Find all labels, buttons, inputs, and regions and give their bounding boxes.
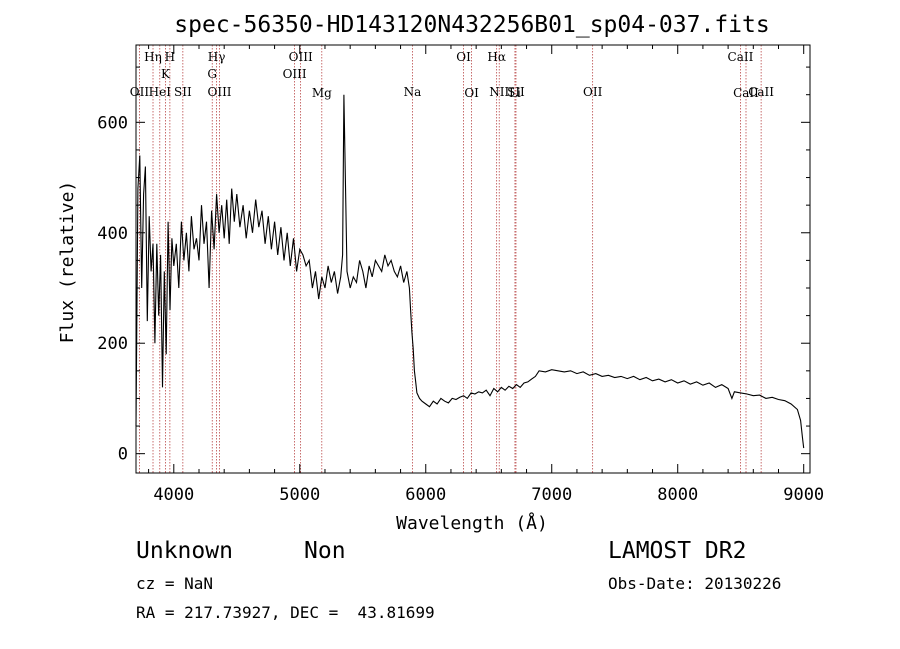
y-axis-ticks: 0 200 400 600 xyxy=(97,66,810,465)
x-tick-label: 6000 xyxy=(405,485,446,505)
y-tick-label: 600 xyxy=(97,113,128,133)
x-tick-label: 9000 xyxy=(783,485,824,505)
spectral-line-label: Hα xyxy=(487,50,506,64)
spectral-line-label: CaII xyxy=(728,50,754,64)
spectral-line-markers xyxy=(139,45,762,473)
spectral-line-label: OII xyxy=(583,85,603,99)
spectral-line-label: Li xyxy=(509,86,521,100)
spectral-line-label: G xyxy=(207,67,217,81)
survey-name: LAMOST DR2 xyxy=(608,538,747,564)
spectrum-line xyxy=(135,94,805,449)
x-axis-label: Wavelength (Å) xyxy=(396,512,548,534)
x-axis-ticks: 4000 5000 6000 7000 8000 9000 xyxy=(148,45,824,505)
spectral-line-label: H xyxy=(165,50,175,64)
spectral-line-labels: OII Hη HeI KH SII Hγ G OIII OIII OIII Mg Na OI OI Hα NI… xyxy=(130,50,775,100)
spectral-line-label: HeI xyxy=(149,85,172,99)
spectral-line-label: K xyxy=(161,67,171,81)
spectral-line-label: Hγ xyxy=(208,50,226,64)
spectral-line-label: OIII xyxy=(283,67,307,81)
spectral-line-label: CaII xyxy=(733,86,759,100)
y-tick-label: 400 xyxy=(97,224,128,244)
spectral-line-label: SII xyxy=(507,85,525,99)
chart-title: spec-56350-HD143120N432256B01_sp04-037.f… xyxy=(174,12,769,38)
spectral-line-label: Hη xyxy=(144,50,162,64)
redshift-cz: cz = NaN xyxy=(136,574,214,593)
y-tick-label: 200 xyxy=(97,334,128,354)
spectral-line-label: OI xyxy=(456,50,471,64)
x-tick-label: 8000 xyxy=(657,485,698,505)
x-tick-label: 7000 xyxy=(531,485,572,505)
spectral-line-label: Na xyxy=(404,85,422,99)
spectral-line-label: OII xyxy=(130,85,150,99)
spectral-line-label: OI xyxy=(464,86,479,100)
spectral-line-label: OIII xyxy=(207,85,231,99)
y-axis-label: Flux (relative) xyxy=(57,181,78,344)
object-class: Unknown xyxy=(136,538,233,564)
spectral-line-label: OIII xyxy=(289,50,313,64)
plot-frame xyxy=(135,44,811,474)
spectral-line-label: CaII xyxy=(748,85,774,99)
obs-date: Obs-Date: 20130226 xyxy=(608,574,782,593)
spectral-line-label: SII xyxy=(174,85,192,99)
x-tick-label: 4000 xyxy=(153,485,194,505)
spectral-line-label: Mg xyxy=(312,86,332,100)
x-tick-label: 5000 xyxy=(279,485,320,505)
object-subclass: Non xyxy=(304,538,346,564)
spectral-line-label: NII xyxy=(489,85,509,99)
y-tick-label: 0 xyxy=(118,445,128,465)
coordinates: RA = 217.73927, DEC = 43.81699 xyxy=(136,603,435,622)
